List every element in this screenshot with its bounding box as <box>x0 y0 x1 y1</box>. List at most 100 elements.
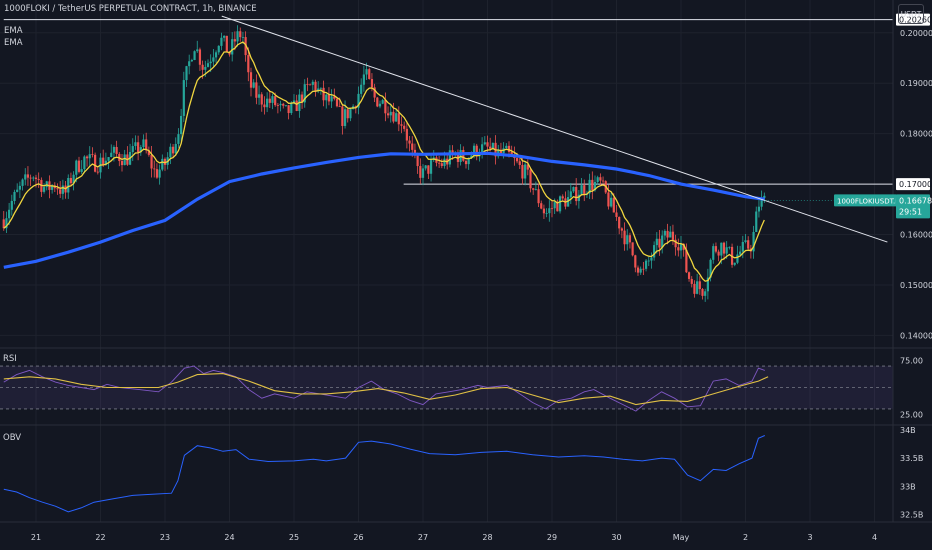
candle-body <box>733 262 736 265</box>
candle-body <box>279 103 282 106</box>
price-tick-label: 0.18000 <box>900 130 932 139</box>
candle-body <box>295 100 298 111</box>
candle-body <box>601 180 605 182</box>
candle-body <box>335 98 339 107</box>
ema-slow-line <box>3 151 766 269</box>
candle-body <box>193 51 196 61</box>
horizontal-levels <box>3 19 893 185</box>
candle-body <box>349 109 352 119</box>
candle-body <box>306 84 309 85</box>
candle-body <box>575 187 578 202</box>
candle-body <box>580 185 583 195</box>
candle-body <box>475 145 478 157</box>
candle-body <box>2 219 5 229</box>
ema-legend-2[interactable]: EMA <box>4 38 23 48</box>
candle-body <box>706 277 709 292</box>
trendline-segment[interactable] <box>221 15 888 243</box>
candle-body <box>728 246 731 248</box>
candle-body <box>610 197 613 207</box>
candle-body <box>532 188 535 190</box>
candle-body <box>690 278 693 284</box>
candle-body <box>666 230 669 238</box>
candle-body <box>634 255 637 268</box>
x-tick-label: 30 <box>611 533 621 542</box>
candle-body <box>704 291 707 296</box>
candle-body <box>276 105 279 106</box>
candle-body <box>526 164 529 170</box>
candle-body <box>451 150 454 155</box>
candle-body <box>448 150 451 165</box>
candle-body <box>558 196 562 212</box>
candle-body <box>104 160 107 165</box>
candle-body <box>150 154 153 169</box>
candle-body <box>408 140 411 144</box>
candle-body <box>10 200 13 210</box>
currency-button[interactable]: USDT <box>898 4 924 24</box>
candle-body <box>206 63 210 67</box>
candle-body <box>725 247 728 254</box>
candle-body <box>607 192 610 207</box>
candle-body <box>639 268 642 273</box>
candle-body <box>271 96 274 103</box>
candle-body <box>16 189 19 192</box>
candle-body <box>381 100 384 104</box>
symbol-label-bg <box>834 194 897 207</box>
candle-body <box>282 103 285 106</box>
candle-body <box>599 177 602 181</box>
candle-body <box>309 84 312 86</box>
x-tick-label: 24 <box>224 533 234 542</box>
candle-body <box>34 177 38 180</box>
ema-legend-1[interactable]: EMA <box>4 26 23 36</box>
candle-body <box>486 142 489 147</box>
x-tick-label: 28 <box>482 533 492 542</box>
candle-body <box>714 246 718 252</box>
candle-body <box>717 251 720 256</box>
candle-body <box>239 31 242 38</box>
candle-body <box>687 272 691 279</box>
candle-body <box>325 94 328 101</box>
candle-body <box>542 208 546 214</box>
candle-body <box>153 168 156 170</box>
candle-body <box>712 246 715 260</box>
trendline[interactable] <box>221 15 888 243</box>
candle-body <box>411 143 414 150</box>
candle-body <box>209 61 212 64</box>
candle-body <box>88 154 91 159</box>
candle-body <box>110 152 113 158</box>
candle-body <box>147 150 150 155</box>
candle-body <box>360 84 363 94</box>
ema-lines <box>3 41 766 282</box>
candle-body <box>677 247 680 251</box>
rsi-tick-label: 75.00 <box>900 357 923 366</box>
candle-body <box>720 242 723 256</box>
candle-body <box>112 146 116 153</box>
candle-body <box>287 105 290 114</box>
candle-body <box>225 35 228 53</box>
candle-body <box>220 37 223 46</box>
candle-body <box>314 81 317 91</box>
candle-body <box>274 96 277 106</box>
candle-body <box>628 235 632 243</box>
candle-body <box>696 281 699 294</box>
candle-body <box>362 74 365 85</box>
candle-body <box>241 37 245 38</box>
candle-body <box>521 164 524 179</box>
candle-body <box>13 191 16 201</box>
candle-body <box>37 179 40 180</box>
candle-body <box>548 208 551 214</box>
level-label: 0.17000 <box>899 180 932 189</box>
candle-body <box>174 143 177 154</box>
candle-body <box>685 249 688 273</box>
candle-body <box>317 88 320 91</box>
candle-body <box>389 111 392 116</box>
candle-body <box>540 203 543 209</box>
obv-tick-label: 33B <box>900 482 916 491</box>
candle-body <box>145 139 148 151</box>
x-tick-label: 2 <box>743 533 748 542</box>
candle-body <box>424 165 427 169</box>
x-tick-label: May <box>673 533 690 542</box>
last-price-label: 0.16678 <box>899 196 932 205</box>
candle-body <box>236 31 239 42</box>
candle-body <box>373 87 376 98</box>
